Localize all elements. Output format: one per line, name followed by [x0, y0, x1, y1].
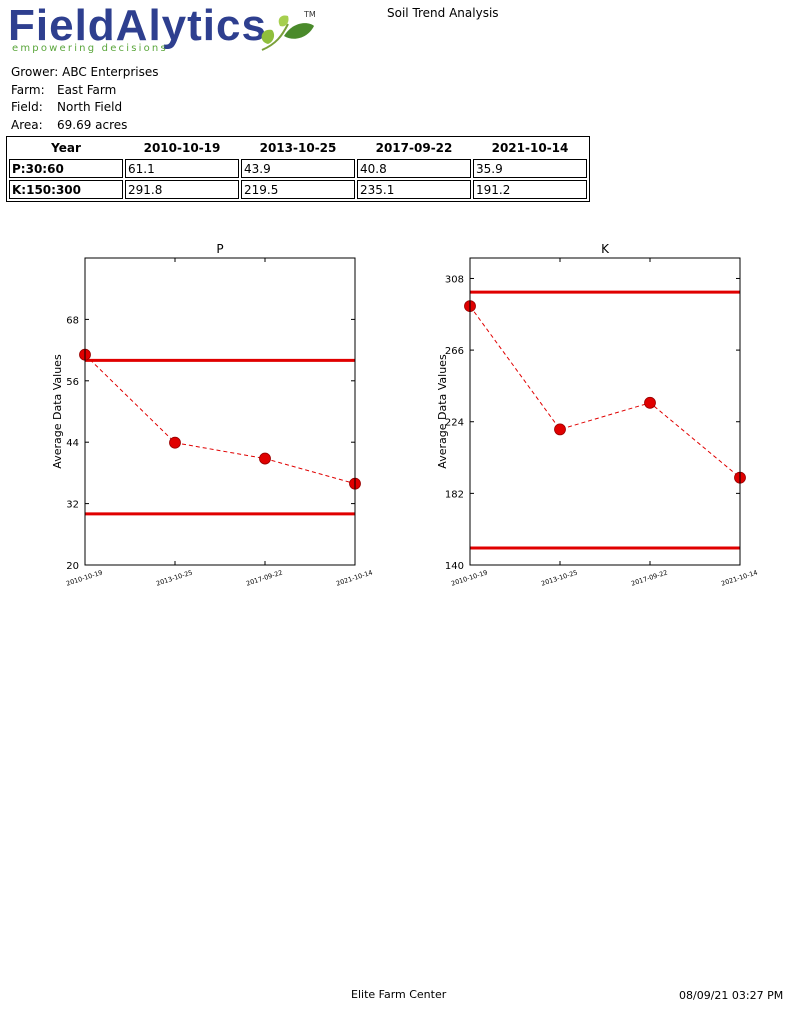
table-row-header: P:30:60 [9, 159, 123, 178]
field-row: Field: North Field [11, 99, 159, 117]
y-tick-label: 20 [66, 561, 79, 572]
table-cell: 35.9 [473, 159, 587, 178]
x-tick-label: 2021-10-14 [335, 568, 373, 587]
leaf-icon [261, 15, 314, 51]
field-value: North Field [57, 100, 123, 114]
data-point [169, 436, 181, 449]
chart-title: K [601, 242, 610, 256]
table-header-cell: 2010-10-19 [143, 141, 221, 155]
field-info: Grower: ABC Enterprises Farm: East Farm F… [11, 64, 159, 134]
table-row: K:150:300 291.8 219.5 235.1 191.2 [9, 180, 587, 199]
x-tick-label: 2021-10-14 [720, 568, 758, 587]
table-cell: 61.1 [125, 159, 239, 178]
series-line [469, 305, 741, 479]
data-point [259, 452, 271, 465]
table-header-cell: Year [51, 141, 81, 155]
farm-value: East Farm [57, 82, 117, 97]
footer-timestamp: 08/09/21 03:27 PM [679, 989, 784, 1002]
table-cell: 235.1 [357, 180, 471, 199]
field-label: Field: [11, 100, 43, 114]
y-tick-label: 56 [66, 377, 79, 388]
data-point [644, 396, 656, 409]
report-title: Soil Trend Analysis [387, 6, 499, 20]
y-tick-label: 308 [445, 274, 464, 285]
logo-tagline: empowering decisions [12, 43, 168, 54]
table-cell: 43.9 [241, 159, 355, 178]
y-tick-label: 266 [445, 346, 464, 357]
footer-dealer: Elite Farm Center [351, 988, 447, 1001]
table-cell: 219.5 [241, 180, 355, 199]
grower-label: Grower: [11, 65, 59, 79]
plot-frame [469, 257, 741, 566]
y-tick-label: 140 [445, 561, 464, 572]
table-cell: 191.2 [473, 180, 587, 199]
farm-label: Farm: [11, 82, 45, 97]
area-row: Area: 69.69 acres [11, 117, 159, 135]
grower-value: ABC Enterprises [62, 65, 159, 79]
soil-data-table: Year 2010-10-19 2013-10-25 2017-09-22 20… [6, 136, 590, 202]
y-tick-label: 44 [66, 438, 79, 449]
table-header-cell: 2017-09-22 [375, 141, 453, 155]
grower-row: Grower: ABC Enterprises [11, 64, 159, 82]
x-tick-label: 2013-10-25 [155, 568, 193, 587]
farm-row: Farm: East Farm [11, 82, 159, 100]
chart-title: P [216, 242, 223, 256]
logo-trademark: TM [304, 10, 316, 19]
table-header-cell: 2021-10-14 [491, 141, 569, 155]
y-tick-label: 32 [66, 500, 79, 511]
table-cell: 291.8 [125, 180, 239, 199]
table-cell: 40.8 [357, 159, 471, 178]
fieldalytics-logo: FieldAlytics empowering decisions TM [8, 2, 318, 56]
area-label: Area: [11, 117, 43, 132]
y-axis-label: Average Data Values [51, 354, 64, 469]
table-row: P:30:60 61.1 43.9 40.8 35.9 [9, 159, 587, 178]
x-tick-label: 2017-09-22 [245, 568, 283, 587]
data-point [554, 423, 566, 436]
table-row-header: K:150:300 [9, 180, 123, 199]
plot-frame [84, 257, 356, 566]
x-tick-label: 2017-09-22 [630, 568, 668, 587]
table-header-row: Year 2010-10-19 2013-10-25 2017-09-22 20… [9, 139, 587, 157]
x-tick-label: 2013-10-25 [540, 568, 578, 587]
table-header-cell: 2013-10-25 [259, 141, 337, 155]
y-tick-label: 224 [445, 418, 464, 429]
area-value: 69.69 acres [57, 117, 128, 132]
y-axis-label: Average Data Values [436, 354, 449, 469]
y-tick-label: 182 [445, 489, 464, 500]
logo-text: FieldAlytics [8, 1, 267, 50]
series-line [84, 354, 356, 485]
y-tick-label: 68 [66, 315, 79, 326]
